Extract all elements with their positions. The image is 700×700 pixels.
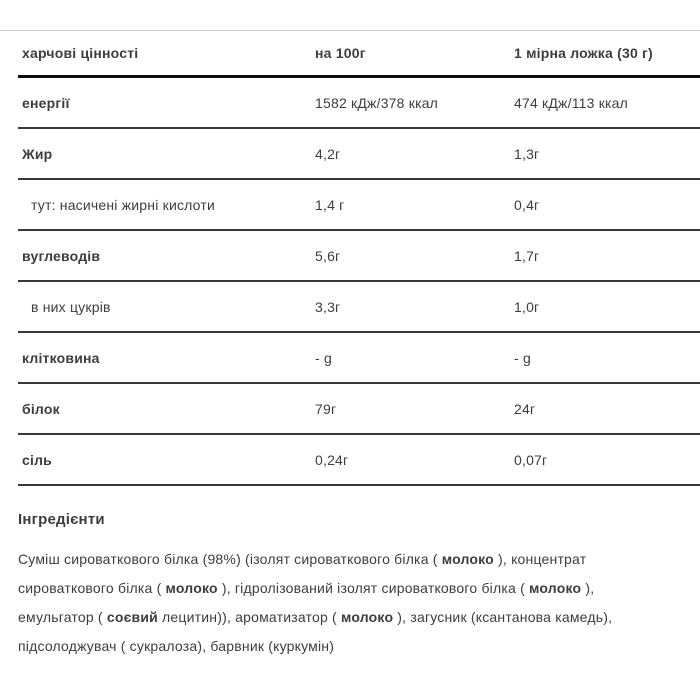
row-value-per-spoon: 0,4г (514, 196, 540, 213)
row-value-per-spoon: - g (514, 349, 531, 366)
table-row-salt: сіль 0,24г 0,07г (18, 435, 700, 486)
ingredient-segment: ), гідролізований ізолят сироваткового б… (217, 580, 530, 596)
row-value-per-100g: 1582 кДж/378 ккал (315, 94, 439, 111)
table-row-energy: енергії 1582 кДж/378 ккал 474 кДж/113 кк… (18, 78, 700, 129)
row-value-per-spoon: 474 кДж/113 ккал (514, 94, 629, 111)
ingredients-text: Суміш сироваткового білка (98%) (ізолят … (18, 545, 673, 661)
table-top-divider (0, 30, 700, 31)
row-value-per-100g: 0,24г (315, 451, 349, 468)
row-value-per-spoon: 1,3г (514, 145, 540, 162)
table-row-fat: Жир 4,2г 1,3г (18, 129, 700, 180)
row-value-per-spoon: 24г (514, 400, 536, 417)
allergen-milk: молоко (529, 580, 582, 596)
row-label: Жир (22, 145, 53, 162)
ingredients-title: Інгредієнти (18, 511, 105, 528)
nutrition-table: харчові цінності на 100г 1 мірна ложка (… (18, 31, 700, 486)
row-value-per-spoon: 1,7г (514, 247, 540, 264)
ingredient-segment: ), загусник (ксантанова камедь), підсоло… (18, 609, 613, 654)
allergen-soy: соєвий (106, 609, 158, 625)
row-label: вуглеводів (22, 247, 101, 264)
allergen-milk: молоко (441, 551, 494, 567)
table-row-carbohydrates: вуглеводів 5,6г 1,7г (18, 231, 700, 282)
row-value-per-100g: 1,4 г (315, 196, 345, 213)
ingredient-segment: Суміш сироваткового білка (98%) (ізолят … (18, 551, 442, 567)
row-value-per-100g: 79г (315, 400, 337, 417)
row-value-per-spoon: 0,07г (514, 451, 548, 468)
row-value-per-100g: 3,3г (315, 298, 341, 315)
column-header-per-100g: на 100г (315, 45, 366, 61)
ingredient-segment: ), емульгатор ( (18, 580, 595, 625)
row-value-per-spoon: 1,0г (514, 298, 540, 315)
table-row-saturated-fat: тут: насичені жирні кислоти 1,4 г 0,4г (18, 180, 700, 231)
row-value-per-100g: 5,6г (315, 247, 341, 264)
row-label: в них цукрів (31, 298, 111, 315)
row-value-per-100g: - g (315, 349, 332, 366)
allergen-milk: молоко (340, 609, 394, 625)
column-header-per-spoon: 1 мірна ложка (30 г) (514, 45, 653, 61)
ingredient-segment: ), концентрат сироваткового білка ( (18, 551, 587, 596)
column-header-nutrition-values: харчові цінності (22, 45, 139, 61)
row-label: енергії (22, 94, 70, 111)
row-label: тут: насичені жирні кислоти (31, 196, 215, 213)
row-label: сіль (22, 451, 52, 468)
ingredients-section: Інгредієнти Суміш сироваткового білка (9… (18, 511, 673, 661)
nutrition-table-header-row: харчові цінності на 100г 1 мірна ложка (… (18, 31, 700, 78)
table-row-fiber: клітковина - g - g (18, 333, 700, 384)
row-label: клітковина (22, 349, 100, 366)
table-row-protein: білок 79г 24г (18, 384, 700, 435)
ingredient-segment: лецитин)), ароматизатор ( (157, 609, 341, 625)
table-row-sugars: в них цукрів 3,3г 1,0г (18, 282, 700, 333)
row-value-per-100g: 4,2г (315, 145, 341, 162)
allergen-milk: молоко (165, 580, 218, 596)
row-label: білок (22, 400, 60, 417)
